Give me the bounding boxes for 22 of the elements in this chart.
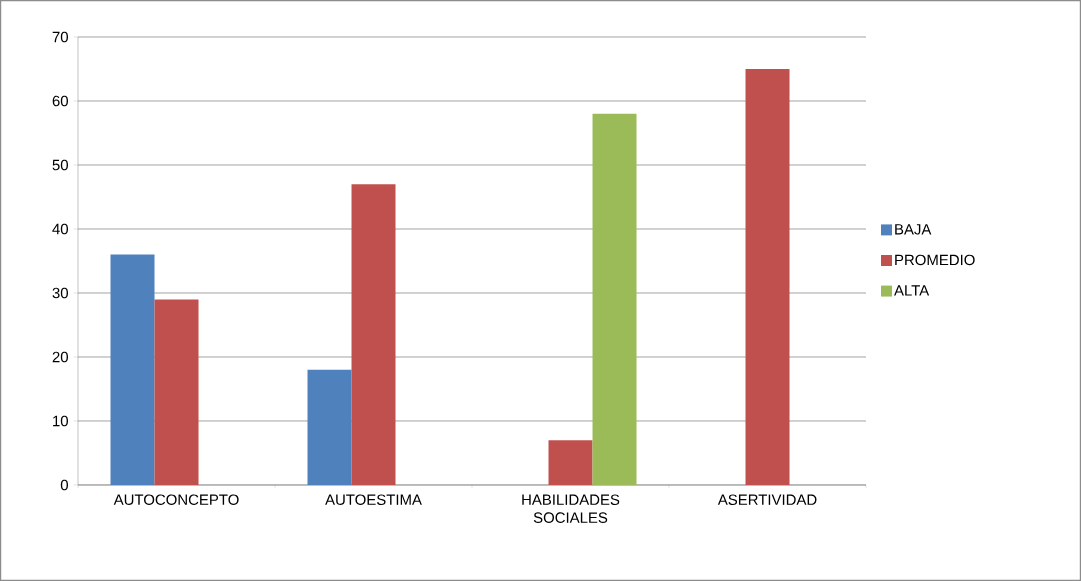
y-tick-label: 0 [60,479,68,491]
x-tick-label: AUTOCONCEPTO [113,494,239,505]
bar [351,184,396,485]
bar [307,369,352,485]
bar [154,299,199,485]
y-tick-label: 20 [52,351,68,363]
bar [110,254,155,485]
y-tick-label: 70 [52,31,68,43]
y-tick-label: 50 [52,159,68,171]
legend-label: BAJA [895,224,932,235]
legend-label: ALTA [894,285,930,296]
x-tick-label: ASERTIVIDAD [717,494,817,505]
bar [745,68,790,485]
y-tick-label: 10 [53,415,68,427]
bar [592,113,637,485]
legend-label: PROMEDIO [895,254,975,266]
x-tick-label: HABILIDADES SOCIALES [522,494,620,523]
y-tick-label: 40 [52,223,68,235]
x-tick-label: AUTOESTIMA [325,494,422,505]
bar [548,440,593,485]
y-tick-label: 60 [52,95,68,107]
y-tick-label: 30 [52,287,68,299]
